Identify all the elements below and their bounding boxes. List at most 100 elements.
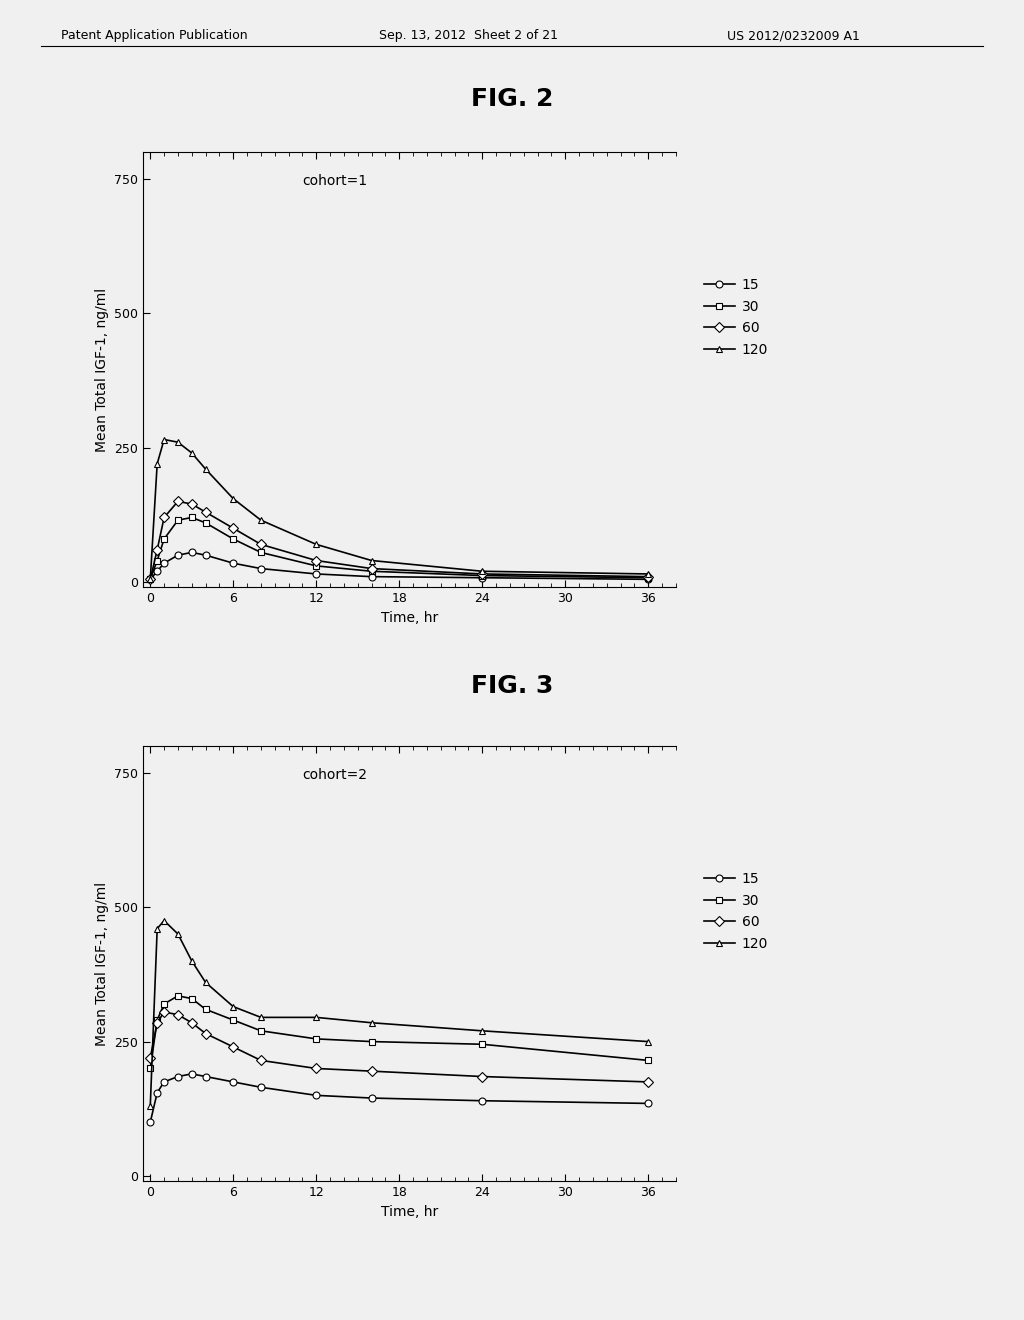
Text: FIG. 2: FIG. 2 [471,87,553,111]
60 [642,569,654,585]
Text: US 2012/0232009 A1: US 2012/0232009 A1 [727,29,860,42]
15 [310,566,323,582]
30 [476,1036,488,1052]
15 [172,1069,184,1085]
60 [366,1063,378,1078]
30 [366,564,378,579]
15 [642,572,654,587]
120 [172,434,184,450]
120 [227,999,240,1015]
120 [255,512,267,528]
60 [476,566,488,582]
15 [366,1090,378,1106]
60 [158,1005,170,1020]
15 [255,561,267,577]
Text: cohort=2: cohort=2 [302,768,368,781]
15 [255,1080,267,1096]
120 [185,445,198,461]
15 [158,1074,170,1090]
X-axis label: Time, hr: Time, hr [381,1205,438,1218]
15 [152,1085,164,1101]
30 [255,545,267,561]
60 [255,1052,267,1068]
30 [158,997,170,1012]
120 [476,1023,488,1039]
Text: cohort=1: cohort=1 [302,173,368,187]
60 [200,1026,212,1041]
Y-axis label: Mean Total IGF-1, ng/ml: Mean Total IGF-1, ng/ml [95,882,109,1045]
Line: 60: 60 [146,1008,651,1085]
30 [200,515,212,531]
Legend: 15, 30, 60, 120: 15, 30, 60, 120 [705,279,768,356]
60 [172,1007,184,1023]
60 [185,1015,198,1031]
Text: FIG. 3: FIG. 3 [471,675,553,698]
15 [227,1074,240,1090]
60 [642,1074,654,1090]
Line: 60: 60 [146,498,651,583]
30 [152,1012,164,1028]
60 [152,1015,164,1031]
15 [310,1088,323,1104]
Text: Patent Application Publication: Patent Application Publication [61,29,248,42]
Y-axis label: Mean Total IGF-1, ng/ml: Mean Total IGF-1, ng/ml [95,288,109,451]
60 [200,504,212,520]
30 [310,1031,323,1047]
30 [227,1012,240,1028]
15 [144,572,157,587]
30 [476,568,488,583]
120 [227,491,240,507]
120 [158,912,170,928]
30 [227,531,240,546]
120 [152,455,164,471]
30 [255,1023,267,1039]
Legend: 15, 30, 60, 120: 15, 30, 60, 120 [705,873,768,950]
60 [144,572,157,587]
15 [366,569,378,585]
Text: Sep. 13, 2012  Sheet 2 of 21: Sep. 13, 2012 Sheet 2 of 21 [379,29,558,42]
Line: 15: 15 [146,1071,651,1126]
15 [144,1114,157,1130]
30 [185,510,198,525]
15 [200,1069,212,1085]
120 [310,1010,323,1026]
120 [310,536,323,552]
120 [144,572,157,587]
120 [158,432,170,447]
15 [476,570,488,586]
60 [255,536,267,552]
120 [185,953,198,969]
30 [310,558,323,574]
120 [642,1034,654,1049]
60 [227,520,240,536]
120 [172,927,184,942]
60 [476,1069,488,1085]
120 [200,461,212,477]
30 [158,531,170,546]
120 [255,1010,267,1026]
60 [172,494,184,510]
60 [185,496,198,512]
Line: 120: 120 [146,917,651,1110]
15 [158,556,170,572]
30 [172,987,184,1003]
60 [310,1060,323,1076]
120 [200,974,212,990]
15 [227,556,240,572]
15 [476,1093,488,1109]
120 [144,1098,157,1114]
Line: 120: 120 [146,436,651,583]
60 [310,553,323,569]
Line: 30: 30 [146,513,651,583]
120 [366,1015,378,1031]
120 [152,921,164,937]
30 [152,553,164,569]
60 [366,561,378,577]
15 [172,548,184,564]
60 [152,541,164,557]
30 [172,512,184,528]
60 [158,510,170,525]
60 [227,1039,240,1055]
Line: 30: 30 [146,993,651,1072]
30 [185,990,198,1006]
